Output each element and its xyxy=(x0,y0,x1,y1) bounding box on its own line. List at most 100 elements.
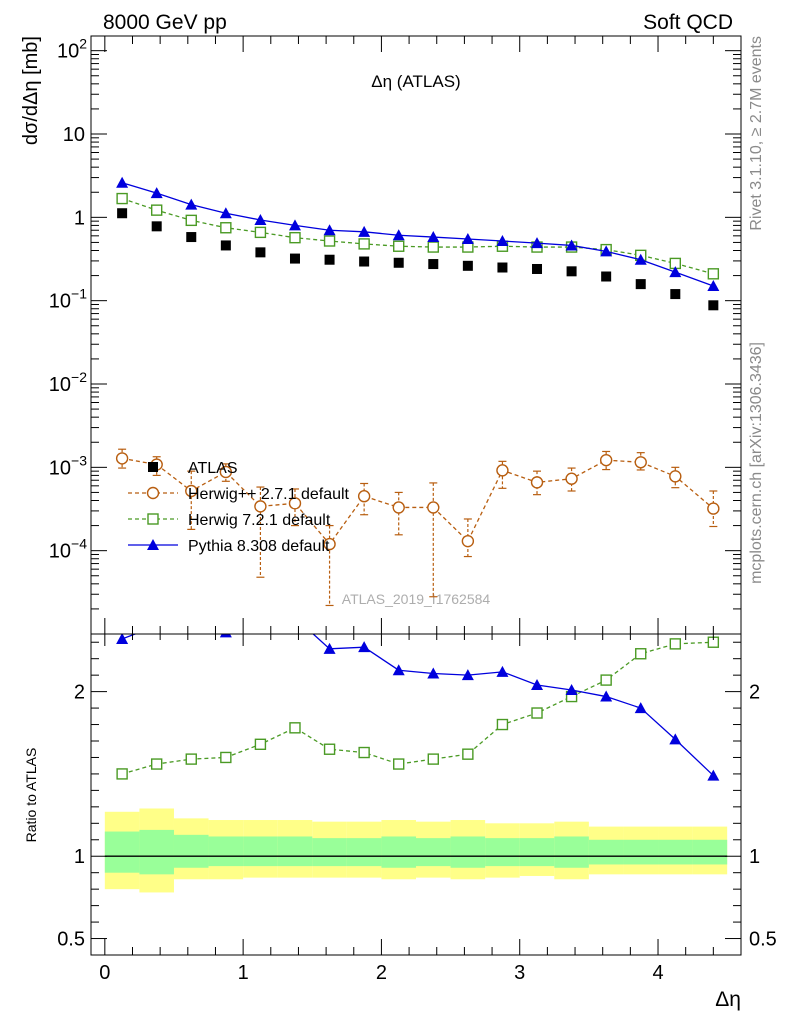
data-point xyxy=(427,241,439,253)
data-point xyxy=(392,501,405,514)
band-inner xyxy=(692,839,728,865)
mcplots-label: mcplots.cern.ch [arXiv:1306.3436] xyxy=(748,342,765,584)
y-tick-exponent: 2 xyxy=(79,36,87,52)
series-line xyxy=(121,197,714,275)
ratio-y-tick-label: 1 xyxy=(74,846,85,868)
data-point xyxy=(219,465,233,479)
ratio-point xyxy=(600,674,612,686)
ratio-y-tick-label: 2 xyxy=(74,682,85,704)
band-inner xyxy=(450,836,486,868)
y-tick-base: 10 xyxy=(57,41,79,63)
data-point xyxy=(254,226,267,239)
data-point xyxy=(427,231,440,243)
ratio-point xyxy=(600,690,613,702)
ratio-y-tick-label: 1 xyxy=(749,846,760,868)
y-tick-exponent: −2 xyxy=(71,369,87,385)
data-point xyxy=(532,263,543,274)
data-point xyxy=(324,254,335,265)
data-point xyxy=(599,453,613,467)
y-tick-exponent: −3 xyxy=(71,452,87,468)
data-point xyxy=(461,534,475,548)
y-tick-label: 10−2 xyxy=(49,369,87,396)
band-inner xyxy=(173,834,209,868)
legend-label: Herwig 7.2.1 default xyxy=(188,512,331,529)
x-tick-label: 2 xyxy=(376,962,387,984)
data-point xyxy=(323,537,336,551)
ratio-point xyxy=(219,634,232,638)
legend-entry: Herwig 7.2.1 default xyxy=(128,512,331,529)
data-point xyxy=(634,253,647,265)
series-1 xyxy=(115,448,720,607)
y-tick-label: 10−4 xyxy=(49,536,87,563)
data-point xyxy=(600,245,613,257)
y-tick-label: 1 xyxy=(74,207,85,229)
series-line xyxy=(122,457,714,546)
ratio-point xyxy=(185,620,197,631)
band-inner xyxy=(623,839,659,865)
y-tick-label: 10−1 xyxy=(49,286,87,313)
ratio-y-axis-label: Ratio to ATLAS xyxy=(23,748,39,843)
ratio-point xyxy=(669,733,682,745)
header-left: 8000 GeV pp xyxy=(103,11,227,34)
legend: ATLAS Herwig++ 2.7.1 default Herwig 7.2.1 … xyxy=(128,460,350,555)
data-point xyxy=(117,208,128,219)
ratio-point xyxy=(358,746,370,759)
ratio-series-0 xyxy=(116,636,720,780)
y-tick-base: 10 xyxy=(49,457,71,479)
legend-label: Herwig++ 2.7.1 default xyxy=(188,486,350,503)
ratio-point xyxy=(116,768,128,780)
x-tick-label: 1 xyxy=(238,962,249,984)
data-point xyxy=(116,176,129,188)
band-inner xyxy=(243,836,278,867)
data-point xyxy=(185,214,197,227)
ratio-point xyxy=(565,683,578,695)
y-tick-label: 10 xyxy=(63,124,85,146)
ratio-point xyxy=(669,638,682,650)
data-point xyxy=(254,500,267,513)
ratio-point xyxy=(707,769,720,781)
analysis-watermark: ATLAS_2019_I1762584 xyxy=(342,591,491,607)
ratio-point xyxy=(289,722,301,734)
data-point xyxy=(566,266,577,277)
data-point xyxy=(635,279,646,290)
data-point xyxy=(359,256,370,267)
series-line xyxy=(121,182,714,287)
data-point xyxy=(497,262,508,273)
ratio-point xyxy=(531,707,543,719)
ratio-point xyxy=(323,642,336,654)
ratio-point xyxy=(427,753,439,765)
ratio-point xyxy=(635,648,647,660)
ratio-point xyxy=(392,664,405,676)
ratio-point xyxy=(254,738,267,750)
ratio-y-tick-label: 0.5 xyxy=(749,929,777,951)
data-point xyxy=(393,257,404,268)
ratio-point xyxy=(393,758,405,770)
data-point xyxy=(323,224,336,236)
ratio-point xyxy=(323,743,336,755)
data-point xyxy=(219,207,232,219)
y-tick-exponent: −4 xyxy=(71,536,87,552)
rivet-label: Rivet 3.1.10, ≥ 2.7M events xyxy=(748,36,765,231)
ratio-point xyxy=(116,634,129,644)
ratio-series-1 xyxy=(116,620,720,781)
band-inner xyxy=(312,838,347,867)
data-point xyxy=(462,260,473,271)
data-point xyxy=(151,221,162,232)
ratio-point xyxy=(634,702,647,714)
band-inner xyxy=(277,836,313,867)
legend-label: ATLAS xyxy=(188,460,238,477)
data-point xyxy=(496,235,509,247)
ratio-point xyxy=(254,620,266,631)
y-tick-base: 10 xyxy=(49,291,71,313)
y-tick-base: 10 xyxy=(49,541,71,563)
x-tick-label: 4 xyxy=(652,962,663,984)
data-point xyxy=(670,289,681,300)
band-inner xyxy=(554,836,589,868)
data-point xyxy=(393,240,405,252)
band-inner xyxy=(658,839,693,865)
ratio-line xyxy=(121,634,714,777)
data-point xyxy=(707,268,720,280)
data-point xyxy=(358,238,370,250)
data-point xyxy=(496,464,509,477)
ratio-point xyxy=(220,751,232,764)
